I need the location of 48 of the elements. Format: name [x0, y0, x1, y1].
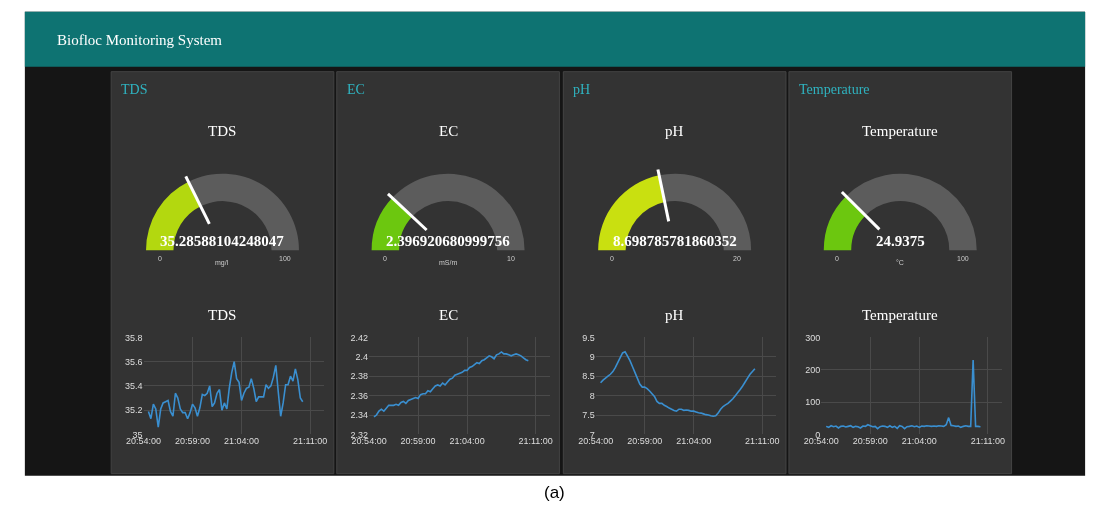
- x-tick-label: 21:11:00: [970, 436, 1006, 447]
- text: (a): [544, 483, 565, 502]
- chart-title: TDS: [208, 307, 237, 323]
- chart-title: Temperature: [799, 82, 870, 97]
- y-tick-label: 100: [805, 397, 821, 408]
- chart-subtitle: EC: [439, 123, 459, 139]
- y-tick-label: 35.4: [125, 381, 143, 392]
- x-tick-label: 21:04:00: [901, 436, 937, 447]
- x-tick-label: 21:11:00: [518, 436, 553, 447]
- y-tick-label: 35.8: [125, 332, 143, 343]
- text: Biofloc Monitoring System: [57, 32, 223, 48]
- x-tick-label: 21:11:00: [745, 436, 780, 447]
- chart-subtitle: pH: [665, 123, 684, 139]
- chart-subtitle: TDS: [208, 123, 237, 139]
- x-tick-label: 21:04:00: [449, 436, 485, 447]
- x-tick-label: 20:59:00: [400, 436, 436, 447]
- y-tick-label: 2.36: [350, 390, 369, 401]
- y-tick-label: 7.5: [582, 410, 595, 421]
- line-series: [599, 350, 756, 418]
- text: 24.9375: [876, 233, 925, 249]
- y-tick-label: 200: [805, 364, 821, 375]
- x-tick-label: 20:59:00: [174, 436, 211, 447]
- y-tick-label: 35.2: [125, 405, 143, 416]
- y-tick-label: 9.5: [582, 332, 595, 343]
- chart-title: EC: [347, 82, 365, 97]
- line-series: [147, 360, 304, 428]
- chart-title: TDS: [121, 82, 148, 97]
- x-tick-label: 20:59:00: [627, 436, 663, 447]
- y-tick-label: 8: [589, 390, 595, 401]
- x-tick-label: 21:11:00: [292, 436, 328, 447]
- chart-title: pH: [573, 82, 591, 97]
- chart-title: EC: [439, 307, 459, 323]
- y-tick-label: 2.42: [350, 332, 369, 343]
- y-tick-label: 300: [805, 332, 821, 343]
- chart-subtitle: Temperature: [862, 123, 938, 139]
- x-tick-label: 21:04:00: [676, 436, 712, 447]
- line-series: [373, 351, 530, 418]
- y-tick-label: 2.38: [350, 371, 369, 382]
- y-tick-label: 8.5: [582, 371, 595, 382]
- y-tick-label: 2.34: [350, 410, 369, 421]
- y-tick-label: 2.4: [355, 351, 369, 362]
- x-tick-label: 21:04:00: [224, 436, 260, 447]
- y-tick-label: 9: [589, 351, 595, 362]
- line-series: [825, 359, 982, 430]
- chart-title: Temperature: [862, 307, 938, 323]
- x-tick-label: 20:59:00: [852, 436, 888, 447]
- y-tick-label: 35.6: [125, 356, 143, 367]
- chart-title: pH: [665, 307, 684, 323]
